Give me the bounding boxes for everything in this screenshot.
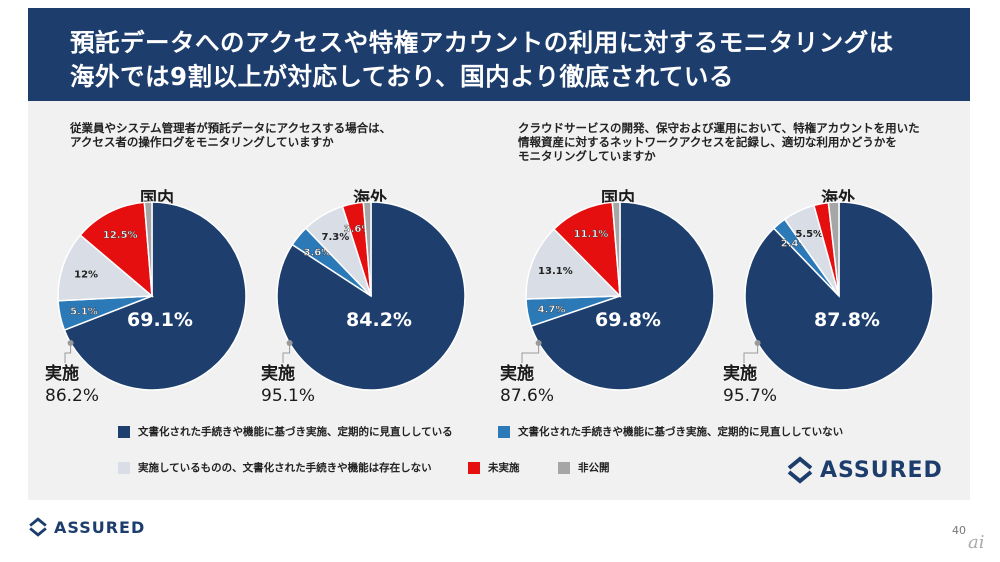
pie-data-label: 4.7% bbox=[538, 304, 566, 315]
question-right-line-2: 情報資産に対するネットワークアクセスを記録し、適切な利用かどうかを bbox=[518, 135, 897, 149]
leader-dot bbox=[754, 340, 761, 346]
pie-data-label: 12% bbox=[74, 270, 98, 281]
title-line-2: 海外では9割以上が対応しており、国内より徹底されている bbox=[70, 62, 734, 91]
question-left: 従業員やシステム管理者が預託データにアクセスする場合は、 アクセス者の操作ログを… bbox=[70, 121, 391, 149]
pie-data-label: 5.1% bbox=[70, 307, 98, 318]
page-number: 40 bbox=[952, 524, 966, 537]
watermark: ai bbox=[968, 532, 985, 553]
question-left-line-2: アクセス者の操作ログをモニタリングしていますか bbox=[70, 135, 334, 149]
pie-chart-4: 87.8% 2.4%5.5% bbox=[743, 201, 934, 391]
pie-4-implemented: 実施 95.7% bbox=[723, 363, 777, 407]
question-right-line-1: クラウドサービスの開発、保守および運用において、特権アカウントを用いた bbox=[518, 121, 920, 135]
legend-swatch bbox=[498, 425, 510, 438]
legend-label: 未実施 bbox=[488, 462, 520, 474]
title-line-1: 預託データへのアクセスや特権アカウントの利用に対するモニタリングは bbox=[70, 28, 894, 57]
pie-1-implemented: 実施 86.2% bbox=[45, 363, 99, 407]
pie-data-label: 69.1% bbox=[127, 309, 193, 331]
footer-brand-mark-icon bbox=[29, 517, 47, 537]
pie-chart-2: 84.2%3.6%7.3%3.6% bbox=[276, 201, 466, 391]
pie-data-label: 3.6% bbox=[304, 248, 332, 259]
pie-slice-no-doc bbox=[525, 228, 622, 300]
pie-2-implemented-value: 95.1% bbox=[261, 386, 316, 406]
question-right-line-3: モニタリングしていますか bbox=[518, 149, 656, 163]
pie-4-implemented-value: 95.7% bbox=[723, 386, 778, 406]
legend-swatch bbox=[118, 425, 130, 438]
pie-1-implemented-label: 実施 bbox=[45, 364, 79, 384]
pie-data-label: 13.1% bbox=[538, 266, 573, 277]
pie-data-label: 12.5% bbox=[103, 230, 138, 241]
slide: 預託データへのアクセスや特権アカウントの利用に対するモニタリングは 海外では9割… bbox=[28, 8, 970, 500]
pie-3-implemented: 実施 87.6% bbox=[500, 363, 554, 407]
pie-slice-undisclosed bbox=[611, 201, 621, 297]
legend-label: 文書化された手続きや機能に基づき実施、定期的に見直ししている bbox=[138, 426, 453, 438]
leader-dot bbox=[67, 340, 74, 346]
pie-slice-no-doc bbox=[57, 234, 154, 302]
pie-3-implemented-label: 実施 bbox=[500, 364, 534, 384]
question-left-line-1: 従業員やシステム管理者が預託データにアクセスする場合は、 bbox=[70, 121, 392, 135]
pie-2-implemented-label: 実施 bbox=[261, 364, 295, 384]
pie-data-label: 5.5% bbox=[795, 229, 823, 240]
leader-line bbox=[521, 343, 540, 363]
pie-data-label: 69.8% bbox=[595, 309, 661, 331]
leader-line bbox=[64, 343, 72, 363]
legend-swatch bbox=[118, 461, 130, 474]
legend-label: 非公開 bbox=[578, 462, 610, 474]
brand-name: ASSURED bbox=[820, 457, 943, 483]
footer-brand-name: ASSURED bbox=[54, 517, 146, 537]
pie-slice-doc-reviewed bbox=[63, 201, 247, 391]
pie-chart-1: 69.1% 5.1% 12% 12.5% bbox=[57, 201, 247, 391]
legend-item-doc-not-reviewed: 文書化された手続きや機能に基づき実施、定期的に見直ししていない bbox=[498, 424, 843, 439]
pie-slice-undisclosed bbox=[143, 201, 153, 297]
pie-slice-undisclosed bbox=[362, 201, 372, 297]
leader-line bbox=[282, 343, 291, 363]
legend-swatch bbox=[558, 461, 570, 474]
pie-data-label: 7.3% bbox=[322, 232, 350, 243]
legend-item-no-doc: 実施しているものの、文書化された手続きや機能は存在しない bbox=[118, 460, 432, 475]
pie-slice-not-implemented bbox=[79, 201, 153, 298]
title-banner: 預託データへのアクセスや特権アカウントの利用に対するモニタリングは 海外では9割… bbox=[28, 8, 970, 101]
pie-3-implemented-value: 87.6% bbox=[500, 386, 555, 406]
question-right: クラウドサービスの開発、保守および運用において、特権アカウントを用いた 情報資産… bbox=[518, 121, 920, 163]
brand-logo: ASSURED bbox=[786, 456, 943, 484]
pie-slice-undisclosed bbox=[827, 201, 840, 297]
leader-line bbox=[743, 343, 759, 363]
legend-item-not-implemented: 未実施 bbox=[468, 460, 520, 475]
legend-label: 文書化された手続きや機能に基づき実施、定期的に見直ししていない bbox=[518, 426, 844, 438]
legend-label: 実施しているものの、文書化された手続きや機能は存在しない bbox=[138, 462, 432, 474]
pie-1-implemented-value: 86.2% bbox=[45, 386, 100, 406]
pie-data-label: 3.6% bbox=[344, 224, 372, 235]
footer-logo: ASSURED bbox=[28, 517, 145, 537]
pie-data-label: 2.4% bbox=[781, 238, 809, 249]
pie-data-label: 84.2% bbox=[346, 309, 412, 331]
leader-dot bbox=[535, 340, 542, 346]
legend-swatch bbox=[468, 461, 480, 474]
pie-2-implemented: 実施 95.1% bbox=[261, 363, 315, 407]
pie-slice-not-implemented bbox=[552, 201, 621, 298]
pie-chart-3: 69.8% 4.7% 13.1% 11.1% bbox=[521, 201, 715, 391]
legend-item-doc-reviewed: 文書化された手続きや機能に基づき実施、定期的に見直ししている bbox=[118, 424, 453, 439]
pie-slice-doc-reviewed bbox=[530, 201, 715, 391]
legend-item-undisclosed: 非公開 bbox=[558, 460, 610, 475]
pie-4-implemented-label: 実施 bbox=[723, 364, 757, 384]
pie-data-label: 87.8% bbox=[814, 309, 880, 331]
brand-mark-icon bbox=[787, 456, 813, 484]
pie-data-label: 11.1% bbox=[574, 229, 609, 240]
leader-dot bbox=[286, 340, 293, 346]
